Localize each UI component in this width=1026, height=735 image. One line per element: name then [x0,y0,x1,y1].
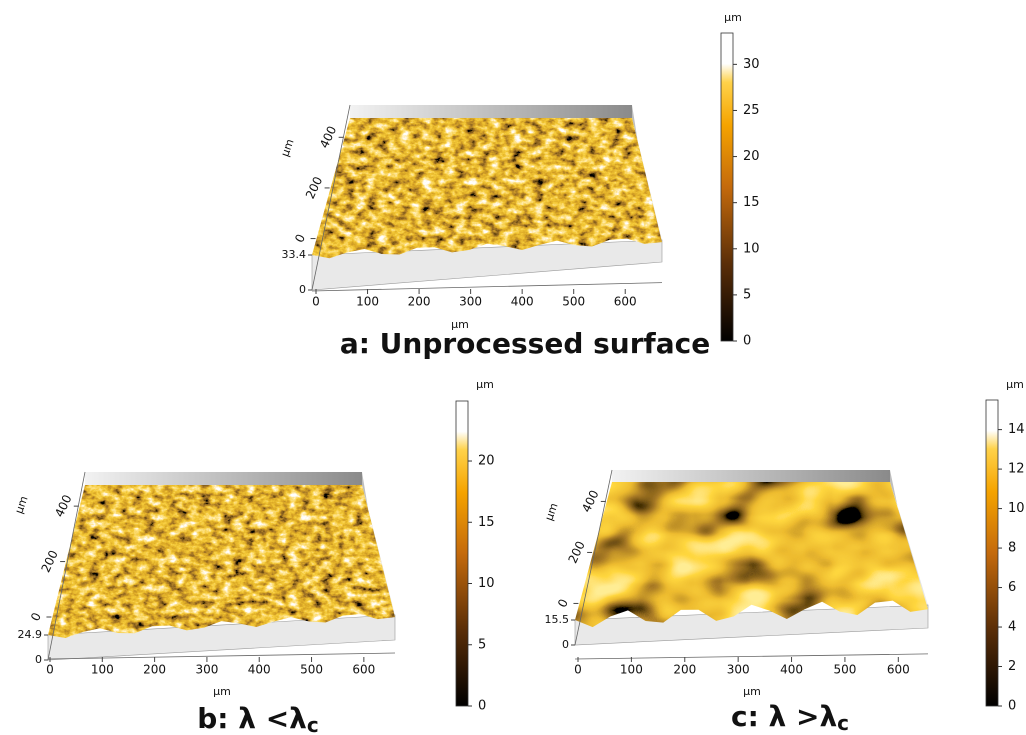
y-tick-label: 200 [565,539,587,566]
panel-title: c: λ >λc [731,700,849,735]
colorbar-tick-label: 0 [743,334,751,349]
colorbar-tick-label: 5 [478,637,486,652]
x-tick-label: 300 [195,663,218,677]
x-tick-label: 600 [352,663,375,677]
x-tick-label: 200 [408,295,431,309]
surface-texture [575,472,928,630]
panel-title: a: Unprocessed surface [340,327,710,360]
y-tick-label: 200 [303,174,325,201]
y-tick-label: 400 [579,488,601,515]
back-wall [350,105,632,118]
colorbar [456,401,468,706]
colorbar-tick-label: 10 [478,576,495,591]
x-tick-label: 0 [312,295,320,309]
title-subscript: c [837,711,849,735]
title-text: a: Unprocessed surface [340,327,710,360]
title-subscript: c [307,713,319,735]
z-tick-label: 24.9 [18,628,43,641]
y-tick-label: 400 [317,124,339,151]
colorbar-tick-label: 20 [478,454,495,469]
surface-panel: 0 100 200 300 400 500 600 µm 0 200 400 µm 0 24.9 0 5 10 1… [12,378,494,735]
colorbar-tick-label: 4 [1008,620,1016,635]
z-tick-label: 15.5 [545,613,570,626]
y-axis-label: µm [542,501,560,522]
x-tick-label: 500 [300,663,323,677]
z-tick-label: 0 [299,283,306,296]
colorbar-label: µm [476,378,494,391]
y-axis-label: µm [12,494,30,515]
colorbar-tick-label: 15 [478,515,495,530]
back-wall [85,472,362,485]
colorbar-tick-label: 30 [743,57,760,72]
x-tick-label: 400 [780,663,803,677]
colorbar-tick-label: 0 [1008,699,1016,714]
y-tick-label: 400 [52,493,74,520]
colorbar-tick-label: 25 [743,103,760,118]
x-tick-label: 0 [574,663,582,677]
x-tick-label: 600 [887,663,910,677]
x-tick-label: 200 [143,663,166,677]
x-axis-label: µm [743,685,761,698]
figure: 0100200300400500600µm0200400µm033.405101… [0,0,1026,735]
x-tick-label: 300 [727,663,750,677]
x-tick-label: 300 [459,295,482,309]
x-tick-label: 100 [620,663,643,677]
y-tick-label: 200 [38,548,60,575]
surface-texture [312,108,662,265]
colorbar-tick-label: 8 [1008,541,1016,556]
colorbar-tick-label: 0 [478,699,486,714]
x-tick-label: 400 [511,295,534,309]
colorbar-tick-label: 5 [743,287,751,302]
x-tick-label: 100 [356,295,379,309]
z-tick-label: 0 [562,638,569,651]
front-face [575,605,928,645]
colorbar-tick-label: 12 [1008,462,1025,477]
y-tick-label: 0 [28,610,44,623]
y-axis-label: µm [278,137,296,158]
x-tick-label: 500 [833,663,856,677]
colorbar-label: µm [724,11,742,24]
title-text: c: λ >λ [731,700,837,733]
colorbar-tick-label: 2 [1008,659,1016,674]
z-tick-label: 33.4 [282,248,307,261]
y-tick-label: 0 [555,597,571,610]
colorbar-tick-label: 14 [1008,422,1025,437]
surface-panel: 0 100 200 300 400 500 600 µm 0 200 400 µm 0 15.5 0 2 4 6 8… [542,378,1024,735]
x-tick-label: 200 [673,663,696,677]
colorbar-tick-label: 6 [1008,580,1016,595]
x-tick-label: 100 [91,663,114,677]
colorbar-tick-label: 10 [743,241,760,256]
z-tick-label: 0 [35,653,42,666]
x-tick-label: 0 [46,663,54,677]
title-text: b: λ <λ [197,702,307,735]
panel-title: b: λ <λc [197,702,319,735]
colorbar [986,400,998,706]
x-axis [575,654,928,659]
x-tick-label: 400 [248,663,271,677]
colorbar [721,33,733,341]
surface-panel: 0 100 200 300 400 500 600 µm 0 200 400 µm 0 33.4 0 5 10 1… [278,11,759,360]
y-tick-label: 0 [292,232,308,245]
x-tick-label: 600 [614,295,637,309]
colorbar-tick-label: 20 [743,149,760,164]
back-wall [612,470,890,482]
colorbar-tick-label: 10 [1008,501,1025,516]
x-tick-label: 500 [562,295,585,309]
colorbar-tick-label: 15 [743,195,760,210]
colorbar-label: µm [1006,378,1024,391]
x-axis-label: µm [213,685,231,698]
